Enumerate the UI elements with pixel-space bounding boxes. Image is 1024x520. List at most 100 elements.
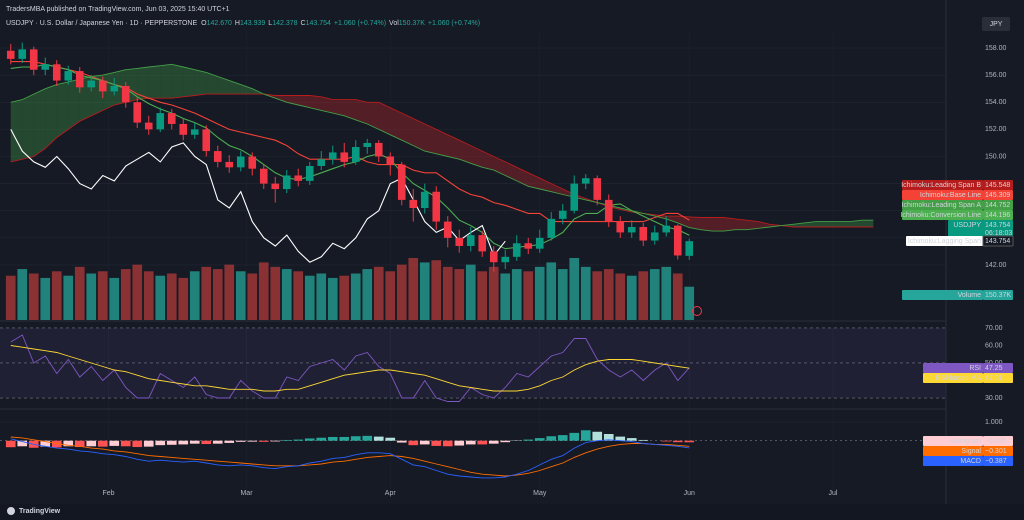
candle-body xyxy=(225,161,234,168)
volume-bar xyxy=(431,260,442,320)
x-tick-label: Apr xyxy=(385,490,397,497)
cloud xyxy=(390,107,402,141)
label-name: Volume xyxy=(958,292,981,299)
candle-body xyxy=(167,113,176,124)
histogram-bar xyxy=(97,440,108,447)
candle-body xyxy=(650,232,659,241)
legend: +1.060 (+0.74%) xyxy=(428,20,480,27)
volume-bar xyxy=(557,269,568,320)
candle-body xyxy=(121,85,130,103)
label-box xyxy=(923,373,983,383)
volume-bar xyxy=(454,269,465,320)
cloud xyxy=(45,84,57,149)
candle-body xyxy=(420,191,429,209)
value-box xyxy=(983,200,1013,210)
volume-bar xyxy=(86,273,97,320)
value-box xyxy=(983,190,1013,200)
histogram-bar xyxy=(431,440,442,446)
histogram-bar xyxy=(580,430,591,441)
histogram-bar xyxy=(672,440,683,443)
cloud xyxy=(171,64,184,99)
histogram-bar xyxy=(281,439,292,441)
x-tick-label: Mar xyxy=(240,490,253,497)
histogram-bar xyxy=(212,440,223,444)
candle-body xyxy=(144,122,153,130)
volume-bar xyxy=(477,271,488,320)
cloud xyxy=(470,145,483,168)
histogram-bar xyxy=(534,438,545,441)
volume-bar xyxy=(258,262,269,320)
candle-body xyxy=(397,164,406,200)
histogram-bar xyxy=(63,440,74,447)
cloud xyxy=(344,99,356,120)
value-label: −0.301 xyxy=(985,448,1007,455)
value-label: 143.754 xyxy=(985,238,1010,245)
plot xyxy=(0,30,946,490)
legend: 150.37K xyxy=(399,20,425,27)
value-label: −0.085 xyxy=(985,438,1007,445)
candle-body xyxy=(202,129,211,152)
logo xyxy=(7,507,15,515)
histogram-bar xyxy=(546,436,557,441)
legend: C xyxy=(301,20,306,27)
histogram-bar xyxy=(684,440,695,443)
indicator-line xyxy=(10,345,690,392)
value-label: 145.309 xyxy=(985,192,1010,199)
cloud xyxy=(183,67,195,97)
indicator-line xyxy=(10,93,874,228)
currency[interactable]: JPY xyxy=(990,21,1003,28)
candle-body xyxy=(179,123,188,135)
candle-body xyxy=(98,80,107,92)
publisher: TradersMBA published on TradingView.com,… xyxy=(6,6,230,13)
volume-bar xyxy=(638,271,649,320)
y-tick-label: 60.00 xyxy=(985,342,1003,349)
cloud xyxy=(516,167,529,187)
histogram-bar xyxy=(385,437,396,441)
candle-body xyxy=(18,49,27,59)
volume-bar xyxy=(28,273,39,320)
cloud xyxy=(850,220,862,227)
close-label: 143.754 xyxy=(985,222,1010,229)
volume-bar xyxy=(672,273,683,320)
histogram-bar xyxy=(293,439,304,441)
candle-body xyxy=(639,226,648,241)
cloud xyxy=(838,221,851,227)
histogram-bar xyxy=(569,432,580,441)
cloud xyxy=(309,95,322,111)
volume-bar xyxy=(580,266,591,320)
volume-bar xyxy=(40,277,51,320)
candle-body xyxy=(524,243,533,249)
histogram-bar xyxy=(51,440,62,448)
cloud xyxy=(321,96,333,114)
volume-bar xyxy=(166,273,177,320)
value-label: 144.196 xyxy=(985,212,1010,219)
cloud xyxy=(827,221,839,227)
volume-bar xyxy=(626,275,637,320)
histogram-bar xyxy=(189,440,200,444)
volume-bar xyxy=(408,258,419,320)
candle-body xyxy=(133,102,142,123)
cloud xyxy=(413,118,425,152)
histogram-bar xyxy=(17,440,28,447)
histogram-bar xyxy=(224,440,235,443)
candle-body xyxy=(52,64,61,81)
value-label: 150.37K xyxy=(985,292,1011,299)
cloud xyxy=(447,134,460,160)
cloud xyxy=(79,76,92,122)
histogram-bar xyxy=(166,440,177,445)
histogram-bar xyxy=(258,440,269,442)
volume-bar xyxy=(339,275,350,320)
cloud xyxy=(666,216,678,223)
histogram-bar xyxy=(626,438,637,441)
value-label: 145.548 xyxy=(985,182,1010,189)
event-icon[interactable] xyxy=(692,306,702,316)
value-box xyxy=(983,210,1013,220)
histogram-bar xyxy=(408,440,419,446)
histogram-bar xyxy=(155,440,166,446)
value-label: −0.387 xyxy=(985,458,1007,465)
volume-bar xyxy=(63,275,74,320)
volume-bar xyxy=(212,269,223,320)
currency-button[interactable] xyxy=(982,17,1010,31)
value-label: 47.01 xyxy=(985,375,1003,382)
